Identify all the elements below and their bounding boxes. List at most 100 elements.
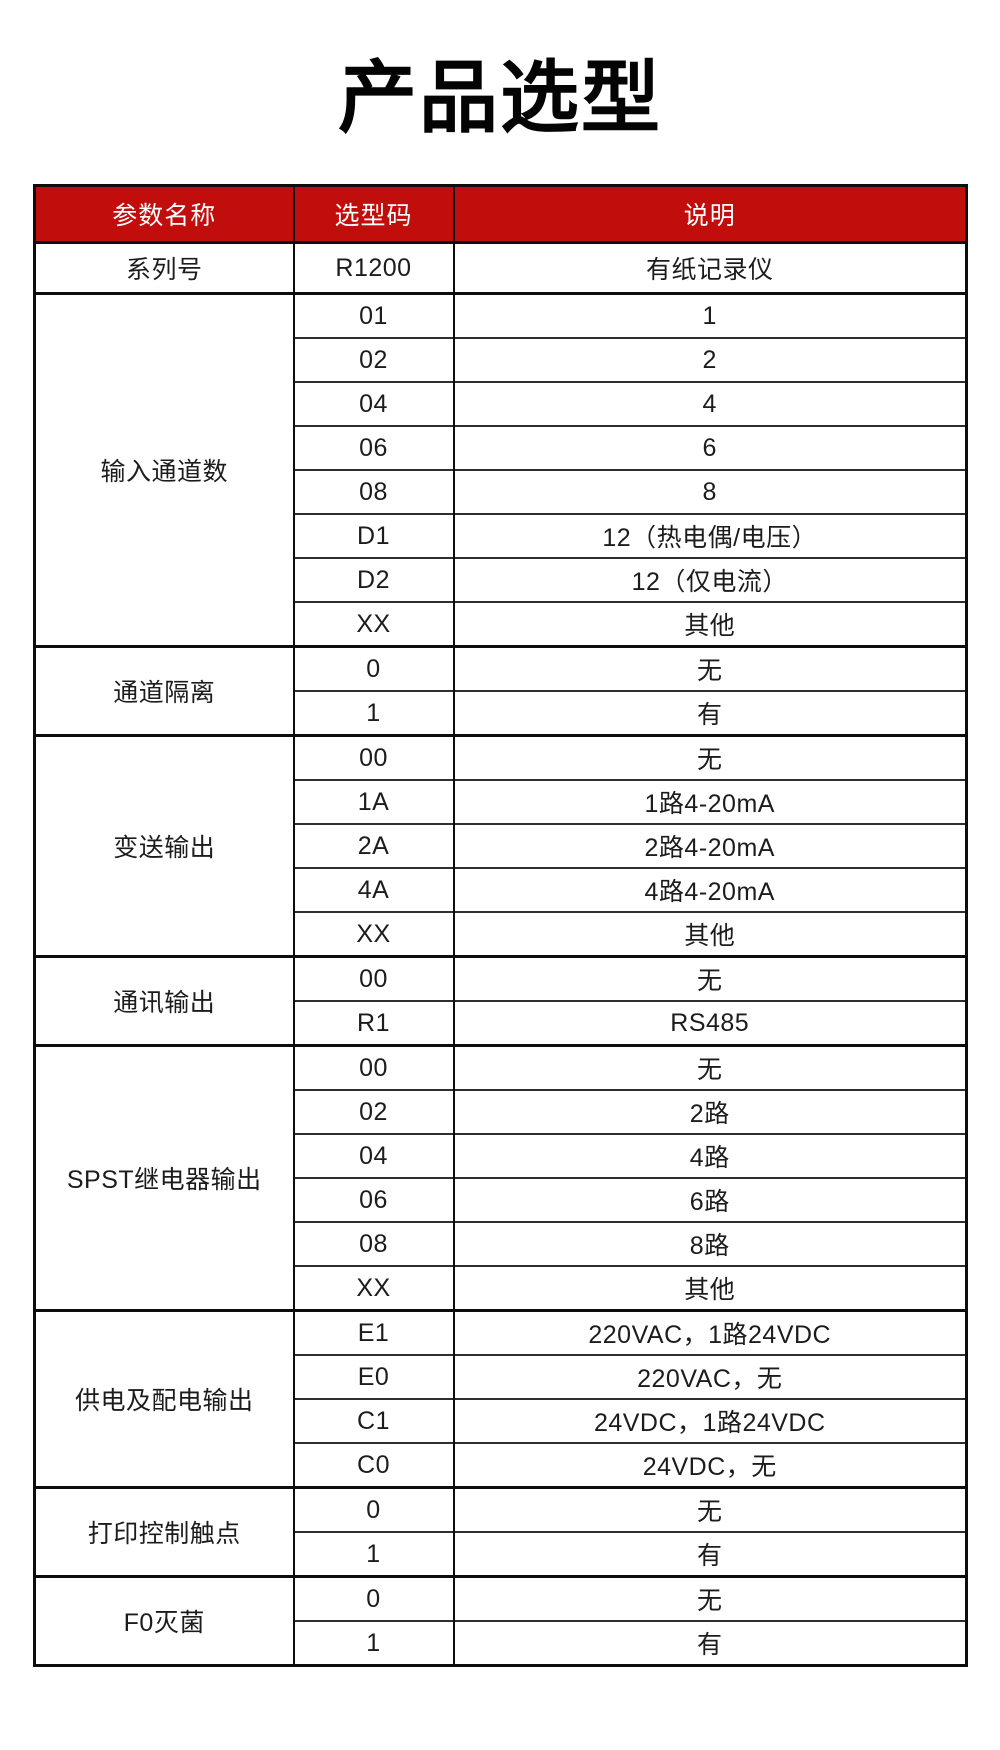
description-cell: 6 [452,425,968,470]
table-row: 08 8 [35,469,968,514]
table-row: 4A 4路4-20mA [35,867,968,912]
page-title: 产品选型 [338,53,662,142]
selection-code-cell: D1 [292,513,455,558]
table-row: 04 4 [35,381,968,426]
selection-code-cell: 1 [292,1620,455,1666]
table-row: 系列号 R1200 有纸记录仪 [33,241,968,294]
description-cell: 1路4-20mA [452,779,968,824]
description-cell: 无 [452,1486,968,1532]
description-cell: 有纸记录仪 [452,241,968,294]
header-selection-code: 选型码 [292,185,455,244]
param-name-cell: SPST继电器输出 [33,1044,295,1311]
table-row: 1A 1路4-20mA [35,779,968,824]
description-cell: 有 [452,1620,968,1666]
param-name-cell: 供电及配电输出 [33,1309,295,1488]
selection-code-cell: 04 [292,1133,455,1178]
param-name-cell: 输入通道数 [33,292,295,647]
description-cell: 24VDC，1路24VDC [452,1398,968,1443]
description-cell: 24VDC，无 [452,1442,968,1488]
description-cell: 2 [452,337,968,382]
product-selection-table: 参数名称 选型码 说明 系列号 R1200 有纸记录仪 输入通道数 01 1 02 2 04 4 0… [33,184,968,1667]
selection-code-cell: C0 [292,1442,455,1488]
description-cell: 2路4-20mA [452,823,968,868]
table-row: 通道隔离 0 无 [33,645,968,736]
description-cell: 220VAC，1路24VDC [452,1309,968,1355]
description-cell: 无 [452,645,968,691]
table-row: 2A 2路4-20mA [35,823,968,868]
table-row: 08 8路 [35,1221,968,1266]
table-row: F0灭菌 0 无 [33,1575,968,1666]
selection-code-cell: 00 [292,1044,455,1090]
table-row: 变送输出 00 无 [33,734,968,957]
table-row: 02 2 [35,337,968,382]
param-name-cell: 打印控制触点 [33,1486,295,1577]
selection-code-cell: C1 [292,1398,455,1443]
selection-code-cell: 02 [292,1089,455,1134]
description-cell: 8 [452,469,968,514]
header-row: 参数名称 选型码 说明 [33,185,968,244]
description-cell: 4路4-20mA [452,867,968,912]
description-cell: 其他 [452,1265,968,1311]
table-row: D2 12（仅电流） [35,557,968,602]
selection-code-cell: 01 [292,292,455,338]
selection-code-cell: 00 [292,955,455,1001]
selection-code-cell: 0 [292,1486,455,1532]
description-cell: 无 [452,955,968,1001]
table-row: D1 12（热电偶/电压） [35,513,968,558]
description-cell: RS485 [452,1000,968,1046]
description-cell: 有 [452,690,968,736]
table-header: 参数名称 选型码 说明 [33,185,968,244]
selection-code-cell: XX [292,1265,455,1311]
description-cell: 其他 [452,911,968,957]
param-name-cell: 通讯输出 [33,955,295,1046]
param-name-cell: 通道隔离 [33,645,295,736]
selection-code-cell: 1 [292,1531,455,1577]
selection-code-cell: E0 [292,1354,455,1399]
selection-code-cell: 04 [292,381,455,426]
selection-code-cell: 0 [292,1575,455,1621]
selection-code-cell: D2 [292,557,455,602]
param-name-cell: F0灭菌 [33,1575,295,1666]
description-cell: 有 [452,1531,968,1577]
selection-code-cell: R1200 [292,241,455,294]
description-cell: 220VAC，无 [452,1354,968,1399]
table-row: SPST继电器输出 00 无 [33,1044,968,1311]
description-cell: 6路 [452,1177,968,1222]
table-row: 06 6路 [35,1177,968,1222]
table-row: XX 其他 [35,601,968,647]
table-row: 供电及配电输出 E1 220VAC，1路24VDC [33,1309,968,1488]
selection-code-cell: 06 [292,425,455,470]
selection-code-cell: 4A [292,867,455,912]
param-name-cell: 系列号 [33,241,295,294]
header-param-name: 参数名称 [33,185,295,244]
table-row: 输入通道数 01 1 [33,292,968,647]
table-row: 02 2路 [35,1089,968,1134]
selection-code-cell: 08 [292,469,455,514]
selection-code-cell: XX [292,911,455,957]
description-cell: 4 [452,381,968,426]
description-cell: 其他 [452,601,968,647]
table-row: R1 RS485 [35,1000,968,1046]
description-cell: 1 [452,292,968,338]
description-cell: 4路 [452,1133,968,1178]
table-row: C0 24VDC，无 [35,1442,968,1488]
table-row: 打印控制触点 0 无 [33,1486,968,1577]
selection-code-cell: 0 [292,645,455,691]
description-cell: 12（热电偶/电压） [452,513,968,558]
selection-code-cell: 00 [292,734,455,780]
table-row: E0 220VAC，无 [35,1354,968,1399]
description-cell: 2路 [452,1089,968,1134]
description-cell: 无 [452,1575,968,1621]
table-row: XX 其他 [35,911,968,957]
table-row: 06 6 [35,425,968,470]
description-cell: 12（仅电流） [452,557,968,602]
selection-code-cell: 2A [292,823,455,868]
selection-code-cell: 1A [292,779,455,824]
table-row: 04 4路 [35,1133,968,1178]
table-body: 系列号 R1200 有纸记录仪 输入通道数 01 1 02 2 04 4 06 6 08 8 D1 12（热电… [33,241,968,1666]
description-cell: 无 [452,1044,968,1090]
param-name-cell: 变送输出 [33,734,295,957]
selection-code-cell: XX [292,601,455,647]
